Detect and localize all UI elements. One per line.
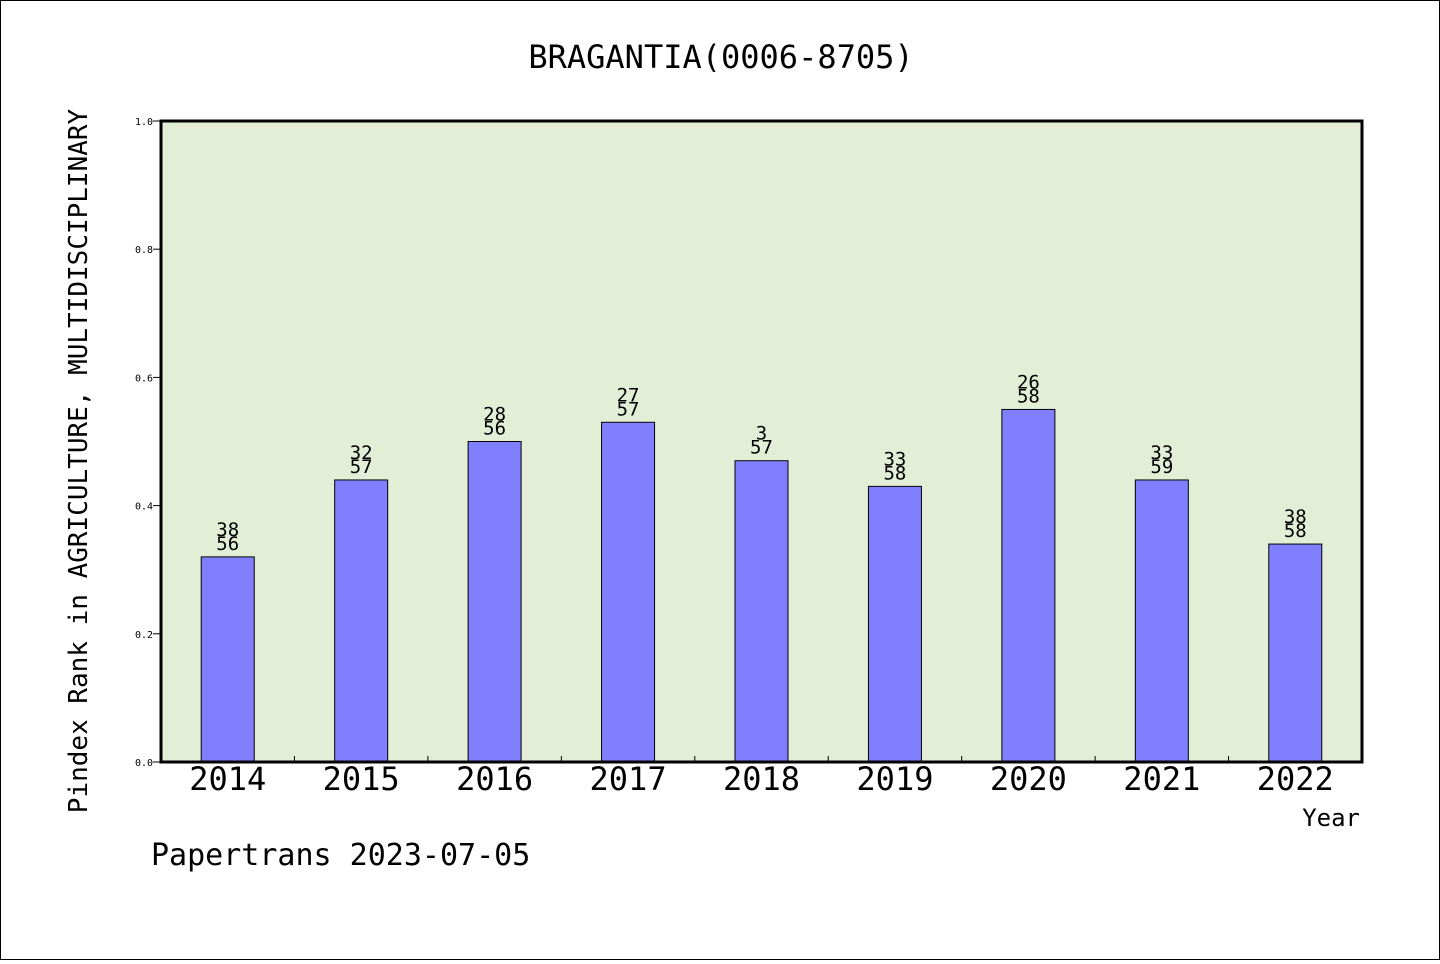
data-label-bottom: 58 — [1017, 385, 1040, 407]
x-tick-label: 2018 — [723, 760, 800, 798]
bars — [200, 408, 1323, 763]
bar-2018 — [734, 460, 789, 763]
data-label-bottom: 58 — [883, 462, 906, 484]
bar-2014 — [200, 556, 255, 763]
x-tick-label: 2016 — [456, 760, 533, 798]
footer-text: Papertrans 2023-07-05 — [151, 838, 530, 873]
bar-2017 — [601, 421, 656, 763]
y-tick-label: 0.0 — [135, 758, 153, 769]
y-tick-label: 1.0 — [135, 117, 153, 128]
y-tick-label: 0.4 — [135, 502, 153, 513]
x-tick-label: 2015 — [323, 760, 400, 798]
bar-2019 — [867, 485, 922, 763]
x-tick-label: 2019 — [856, 760, 933, 798]
data-label-top: 38 — [1284, 506, 1307, 528]
y-axis-label: Pindex Rank in AGRICULTURE, MULTIDISCIPL… — [64, 108, 94, 813]
data-label-bottom: 59 — [1150, 456, 1173, 478]
data-label-bottom: 57 — [750, 437, 773, 459]
data-label-top: 32 — [350, 442, 373, 464]
bar-2020 — [1001, 408, 1056, 763]
x-axis-ticks: 2014 2015 2016 2017 2018 2019 2020 2021 2022 — [189, 756, 1334, 798]
data-label-bottom: 58 — [1284, 520, 1307, 542]
data-label-top: 27 — [617, 384, 640, 406]
data-label-top: 28 — [483, 404, 506, 426]
y-tick-label: 0.8 — [135, 245, 153, 256]
bar-2022 — [1268, 543, 1323, 763]
data-label-top: 33 — [883, 448, 906, 470]
data-label-top: 33 — [1150, 442, 1173, 464]
bar-2016 — [467, 441, 522, 763]
y-axis-ticks: 0.0 0.2 0.4 0.6 0.8 1.0 — [135, 117, 161, 769]
x-axis-label: Year — [1302, 804, 1360, 832]
data-label-top: 38 — [216, 519, 239, 541]
y-tick-label: 0.6 — [135, 373, 153, 384]
data-label-bottom: 56 — [216, 533, 239, 555]
data-label-bottom: 57 — [350, 456, 373, 478]
x-tick-label: 2014 — [189, 760, 266, 798]
chart-title: BRAGANTIA(0006-8705) — [528, 38, 913, 76]
x-tick-label: 2021 — [1123, 760, 1200, 798]
x-tick-label: 2022 — [1257, 760, 1334, 798]
data-label-bottom: 57 — [617, 398, 640, 420]
x-tick-label: 2017 — [590, 760, 667, 798]
bar-2021 — [1134, 479, 1189, 763]
plot-border — [159, 119, 1364, 764]
data-label-bottom: 56 — [483, 418, 506, 440]
y-tick-label: 0.2 — [135, 630, 153, 641]
bar-2015 — [334, 479, 389, 763]
data-label-top: 3 — [756, 423, 767, 445]
x-tick-label: 2020 — [990, 760, 1067, 798]
data-label-top: 26 — [1017, 371, 1040, 393]
